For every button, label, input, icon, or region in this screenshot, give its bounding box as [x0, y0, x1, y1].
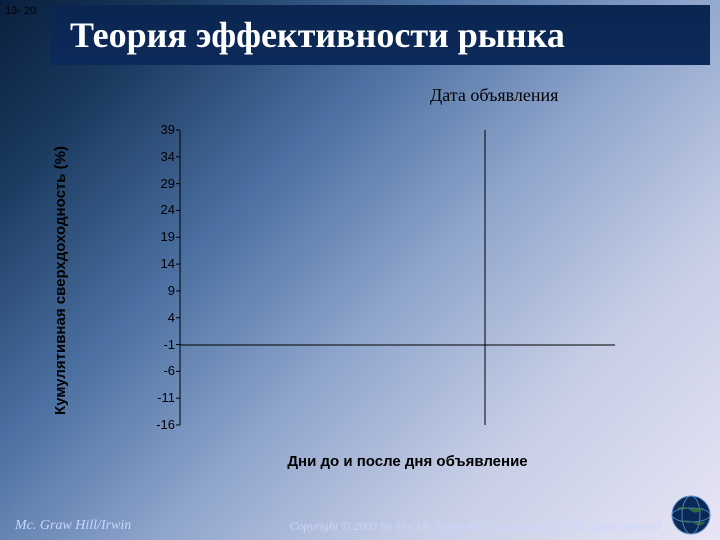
y-tick-label: 24 — [145, 202, 175, 217]
title-bar: Теория эффективности рынка — [50, 5, 710, 65]
chart: Кумулятивная сверхдоходность (%) 3934292… — [115, 115, 635, 465]
globe-icon — [670, 494, 712, 536]
chart-svg — [115, 115, 635, 465]
slide: 13- 20 Теория эффективности рынка Дата о… — [0, 0, 720, 540]
y-tick-marks — [176, 130, 180, 425]
y-tick-label: 4 — [145, 310, 175, 325]
y-tick-label: 14 — [145, 256, 175, 271]
y-tick-label: -11 — [145, 390, 175, 405]
footer-left: Mc. Graw Hill/Irwin — [15, 518, 131, 534]
y-tick-label: -6 — [145, 363, 175, 378]
y-tick-label: -1 — [145, 337, 175, 352]
y-axis-label-group: Кумулятивная сверхдоходность (%) — [20, 155, 100, 405]
y-tick-label: -16 — [145, 417, 175, 432]
x-axis-label: Дни до и после дня объявление — [180, 453, 635, 470]
page-number: 13- 20 — [5, 5, 36, 17]
footer-right: Copyright © 2003 by The Mc. Graw-Hill Co… — [290, 519, 660, 534]
y-tick-label: 19 — [145, 229, 175, 244]
y-tick-label: 39 — [145, 122, 175, 137]
y-tick-label: 9 — [145, 283, 175, 298]
y-tick-label: 34 — [145, 149, 175, 164]
y-tick-label: 29 — [145, 176, 175, 191]
slide-title: Теория эффективности рынка — [70, 14, 565, 56]
y-axis-label: Кумулятивная сверхдоходность (%) — [52, 146, 69, 415]
annotation-label: Дата объявления — [430, 85, 558, 106]
